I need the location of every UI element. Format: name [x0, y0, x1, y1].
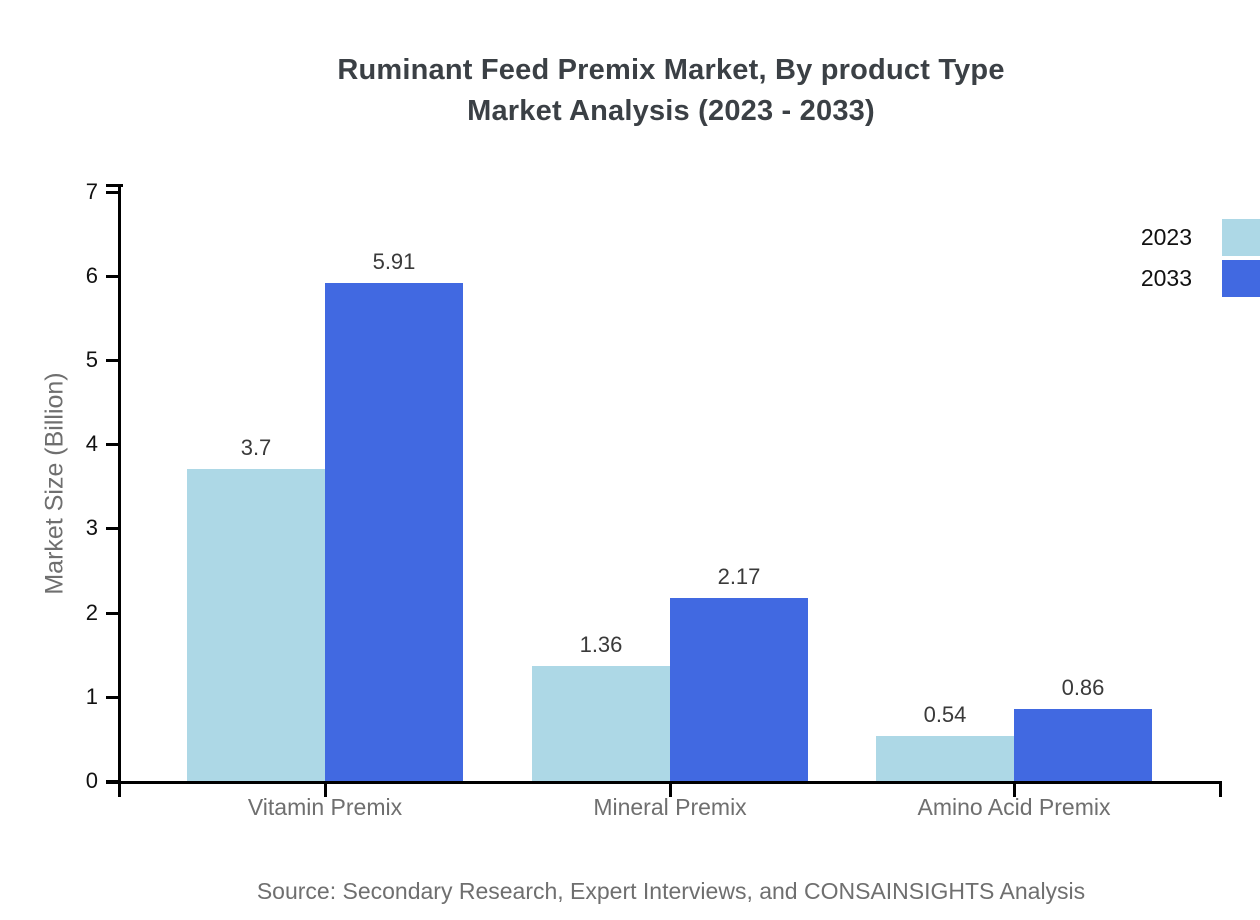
bar-value-label: 3.7 — [240, 435, 272, 461]
y-axis-tick — [106, 611, 121, 615]
legend-label: 2033 — [1140, 265, 1192, 291]
source-note: Source: Secondary Research, Expert Inter… — [256, 878, 1086, 904]
bar-value-label: 1.36 — [579, 632, 623, 658]
y-axis-tick-label: 6 — [85, 262, 98, 288]
y-axis-tick — [106, 190, 121, 194]
chart-title: Ruminant Feed Premix Market, By product … — [120, 50, 1222, 132]
x-axis-category-label: Amino Acid Premix — [917, 794, 1111, 820]
x-axis-endcap-tick — [1219, 781, 1222, 797]
y-axis-tick — [106, 443, 121, 447]
legend: 2023 2033 — [1141, 217, 1260, 299]
legend-row: 2033 — [1141, 258, 1260, 299]
chart-title-line2: Market Analysis (2023 - 2033) — [467, 95, 875, 127]
bar-value-label: 5.91 — [372, 249, 416, 275]
chart-title-line1: Ruminant Feed Premix Market, By product … — [337, 54, 1005, 86]
bar-value-label: 0.86 — [1061, 674, 1105, 700]
x-axis-line — [106, 781, 1222, 784]
y-axis-tick-label: 2 — [85, 599, 98, 625]
y-axis-tick-label: 3 — [85, 515, 98, 541]
x-axis-category-label: Vitamin Premix — [247, 794, 403, 820]
y-axis-tick-label: 0 — [85, 768, 98, 793]
x-axis-tick — [324, 781, 327, 797]
x-axis-category-label: Mineral Premix — [593, 794, 747, 820]
x-axis-tick — [1013, 781, 1016, 797]
bar-2033-1 — [670, 598, 808, 781]
legend-label: 2023 — [1140, 224, 1192, 250]
y-axis-tick — [106, 274, 121, 278]
bar-value-label: 2.17 — [717, 564, 761, 590]
legend-swatch — [1222, 219, 1260, 256]
bar-value-label: 0.54 — [923, 701, 967, 727]
y-axis-tick-label: 1 — [85, 683, 98, 709]
y-axis-label: Market Size (Billion) — [40, 372, 69, 595]
y-axis-endcap-tick — [106, 184, 123, 187]
y-axis-tick-label: 5 — [85, 347, 98, 372]
legend-swatch — [1222, 260, 1260, 297]
y-axis-tick — [106, 780, 121, 783]
y-axis-tick — [106, 359, 121, 362]
bar-2023-0 — [187, 469, 325, 781]
bar-2033-0 — [325, 283, 463, 781]
bar-2023-1 — [532, 666, 670, 781]
bar-2023-2 — [876, 735, 1014, 781]
y-axis-tick-label: 4 — [85, 431, 98, 457]
x-axis-tick — [669, 781, 672, 797]
y-axis-line — [118, 184, 121, 797]
bar-2033-2 — [1014, 708, 1152, 781]
y-axis-tick-label: 7 — [85, 178, 98, 204]
y-axis-tick — [106, 695, 121, 699]
y-axis-tick — [106, 527, 121, 531]
legend-row: 2023 — [1141, 217, 1260, 258]
